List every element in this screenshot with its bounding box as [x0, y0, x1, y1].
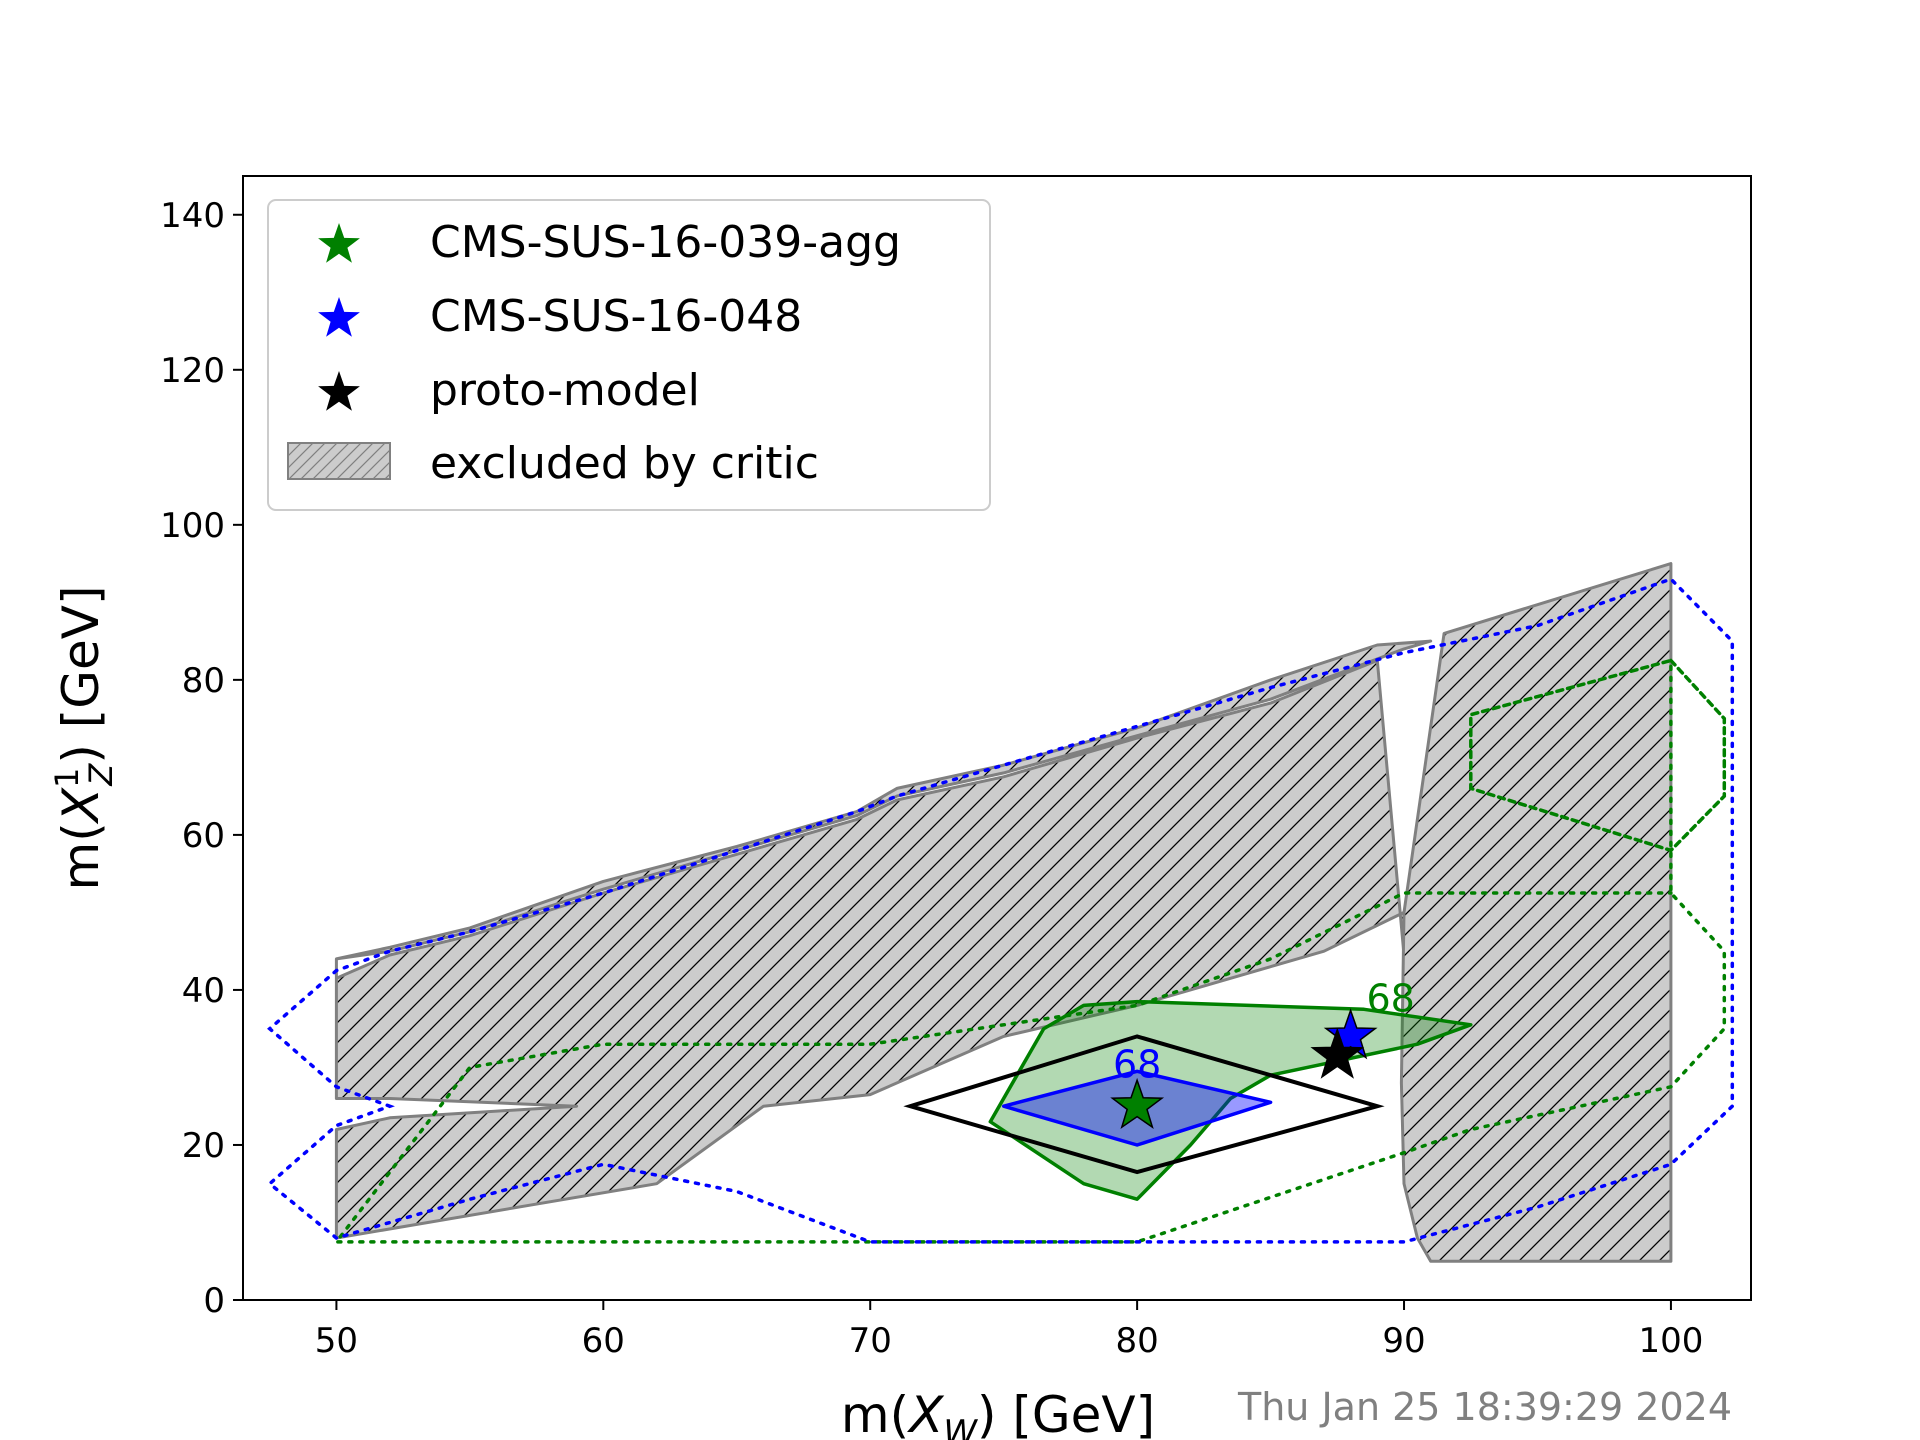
y-axis-label-symbol: X	[52, 786, 110, 825]
y-tick-label: 140	[160, 196, 225, 236]
legend-frame	[267, 199, 991, 511]
star-048	[1323, 1008, 1378, 1060]
x-axis-label-symbol: X	[906, 1386, 945, 1440]
legend: CMS-SUS-16-039-agg CMS-SUS-16-048 proto-…	[267, 199, 991, 511]
legend-star-048	[318, 297, 360, 337]
y-tick-label: 0	[203, 1281, 225, 1321]
y-tick-label: 120	[160, 351, 225, 391]
star-proto-model	[1310, 1027, 1365, 1079]
y-tick-label: 40	[182, 971, 225, 1011]
legend-star-proto	[318, 371, 360, 411]
contour-039-dotted	[332, 658, 1727, 1244]
legend-label-excluded: excluded by critic	[430, 438, 819, 489]
y-axis: 0 20 40 60 80 100 120 140	[160, 196, 243, 1321]
x-tick-label: 60	[582, 1321, 625, 1361]
contour-048-dotted	[266, 577, 1735, 1244]
legend-star-039	[318, 223, 360, 263]
legend-label-048: CMS-SUS-16-048	[430, 291, 802, 342]
x-tick-label: 70	[849, 1321, 892, 1361]
contour-039-68-label: 68	[1367, 977, 1415, 1021]
y-axis-label-prefix: m(	[52, 822, 110, 890]
y-axis-label-unit: ) [GeV]	[52, 586, 110, 764]
x-axis-label-prefix: m(	[841, 1386, 909, 1440]
legend-hatch-swatch-pattern	[288, 443, 390, 479]
x-tick-label: 90	[1382, 1321, 1425, 1361]
legend-markers	[318, 223, 360, 411]
y-tick-label: 20	[182, 1126, 225, 1166]
y-tick-label: 80	[182, 661, 225, 701]
plot-frame	[242, 175, 1752, 1301]
x-tick-label: 50	[315, 1321, 358, 1361]
proto-model-contour	[903, 1034, 1385, 1175]
x-axis-label-subscript: W	[943, 1413, 978, 1440]
excluded-region-main-edge	[334, 639, 1433, 1240]
x-tick-label: 80	[1115, 1321, 1158, 1361]
excluded-region-right-edge	[1399, 562, 1673, 1263]
x-tick-label: 100	[1638, 1321, 1703, 1361]
x-axis: 50 60 70 80 90 100	[315, 1300, 1703, 1361]
x-axis-label-unit: ) [GeV]	[977, 1386, 1155, 1440]
y-tick-label: 60	[182, 816, 225, 856]
legend-label-039: CMS-SUS-16-039-agg	[430, 217, 901, 268]
y-axis-label-superscript: 1	[48, 768, 86, 788]
x-axis-label: m(XW) [GeV]	[841, 1386, 1155, 1440]
timestamp: Thu Jan 25 18:39:29 2024	[1237, 1385, 1732, 1429]
legend-label-proto: proto-model	[430, 365, 700, 416]
star-039	[1110, 1077, 1165, 1130]
y-tick-label: 100	[160, 506, 225, 546]
y-axis-label: m(X1Z) [GeV]	[48, 586, 120, 891]
y-axis-label-subscript: Z	[82, 763, 120, 787]
